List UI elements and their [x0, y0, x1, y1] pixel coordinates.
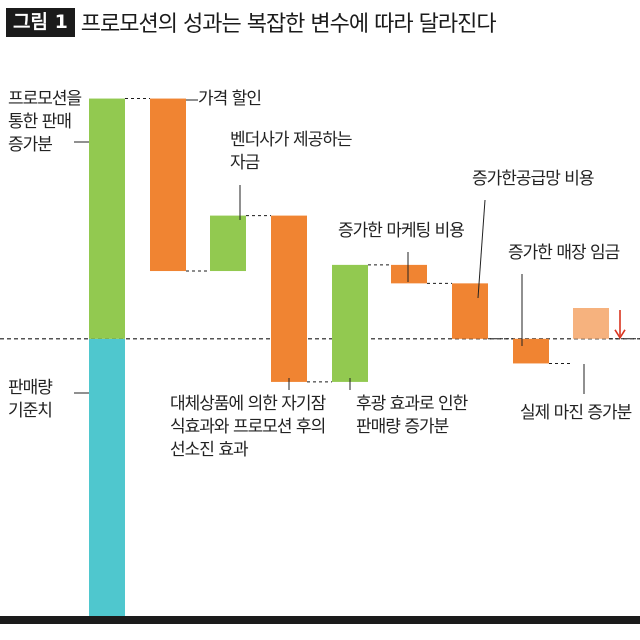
- label-baseline-line-1: 판매량: [8, 378, 53, 398]
- chart-title: 프로모션의 성과는 복잡한 변수에 따라 달라진다: [80, 12, 497, 37]
- figure-badge: 그림 1: [6, 7, 75, 37]
- bar-result: [573, 308, 609, 339]
- label-step-4-line-1: 대체상품에 의한 자기잠: [170, 394, 327, 414]
- bar-step-1: [89, 98, 125, 339]
- label-step-5-line-2: 판매량 증가분: [356, 417, 449, 437]
- label-step-1-line-3: 증가분: [8, 135, 52, 155]
- bar-step-5: [332, 264, 368, 382]
- label-step-3-line-1: 벤더사가 제공하는: [230, 130, 352, 150]
- figure-title: 그림 1 프로모션의 성과는 복잡한 변수에 따라 달라진다: [6, 6, 497, 38]
- bar-step-4: [271, 215, 307, 382]
- label-result-line-1: 실제 마진 증가분: [520, 403, 632, 423]
- label-step-8-line-1: 증가한 매장 임금: [508, 243, 620, 263]
- x-axis-line: [0, 616, 640, 624]
- gap-arrow-head: [614, 329, 626, 340]
- bar-step-6: [391, 264, 427, 284]
- bar-step-3: [210, 215, 246, 272]
- label-step-2-line-1: 가격 할인: [198, 89, 261, 109]
- label-step-7-line-1: 증가한공급망 비용: [472, 169, 594, 189]
- label-step-4-line-2: 식효과와 프로모션 후의: [170, 417, 325, 437]
- label-step-1-line-1: 프로모션을: [8, 89, 82, 109]
- bar-step-7: [452, 283, 488, 339]
- label-step-3-line-2: 자금: [230, 153, 260, 173]
- label-step-6-line-1: 증가한 마케팅 비용: [338, 221, 464, 241]
- bar-step-2: [150, 98, 186, 272]
- bar-baseline: [89, 338, 125, 616]
- label-step-1-line-2: 통한 판매: [8, 112, 71, 132]
- label-baseline-line-2: 기준치: [8, 401, 52, 421]
- label-step-5-line-1: 후광 효과로 인한: [356, 394, 469, 414]
- leader-step-7: [477, 199, 486, 299]
- bar-step-8: [513, 338, 549, 364]
- label-step-4-line-3: 선소진 효과: [170, 440, 249, 460]
